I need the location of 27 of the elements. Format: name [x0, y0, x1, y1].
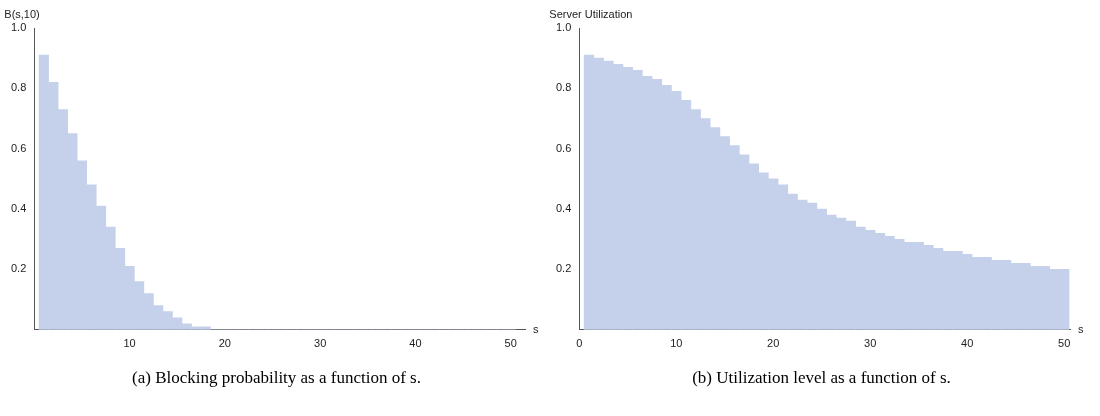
x-axis-title: s — [533, 322, 539, 335]
x-tick-label: 20 — [767, 337, 780, 350]
y-tick-label: 1.0 — [555, 21, 572, 34]
x-tick-label: 10 — [670, 337, 683, 350]
x-tick-label: 50 — [1058, 337, 1071, 350]
text: (a) Blocking probability as a function of s. — [131, 368, 422, 388]
y-axis-title: B(s,10) — [4, 7, 40, 20]
x-tick-label: 30 — [864, 337, 877, 350]
y-tick-label: 0.8 — [555, 81, 572, 94]
x-tick-label: 40 — [961, 337, 974, 350]
y-tick-label: 0.2 — [555, 262, 572, 275]
x-tick-label: 30 — [314, 337, 327, 350]
y-tick-label: 0.6 — [10, 141, 27, 154]
y-tick-label: 0.6 — [555, 141, 572, 154]
y-axis-title: Server Utilization — [549, 7, 633, 20]
x-tick-label: 50 — [504, 337, 517, 350]
x-tick-label: 20 — [218, 337, 231, 350]
y-tick-label: 0.8 — [10, 81, 27, 94]
x-tick-label: 10 — [123, 337, 136, 350]
x-axis-title: s — [1078, 322, 1084, 335]
text: (b) Utilization level as a function of s. — [691, 368, 952, 388]
y-tick-label: 0.4 — [555, 202, 572, 215]
y-tick-label: 0.4 — [10, 202, 27, 215]
y-tick-label: 1.0 — [10, 21, 27, 34]
y-tick-label: 0.2 — [10, 262, 27, 275]
x-tick-label: 40 — [409, 337, 422, 350]
x-tick-label: 0 — [576, 337, 583, 350]
